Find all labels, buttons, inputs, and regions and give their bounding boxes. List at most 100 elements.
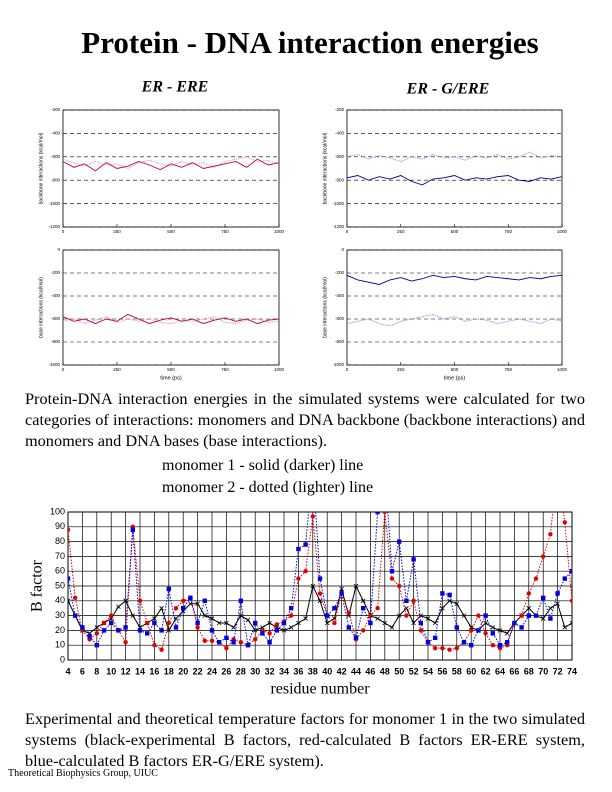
y-tick-label: 30: [55, 610, 65, 620]
data-point: [130, 613, 136, 618]
data-point: [540, 616, 546, 621]
data-point: [447, 647, 452, 652]
y-tick-label: -600: [51, 316, 61, 321]
x-tick-label: 750: [221, 367, 229, 372]
data-point: [483, 631, 488, 636]
y-tick-label: 90: [55, 521, 65, 531]
data-point: [490, 643, 495, 648]
data-point: [569, 598, 572, 603]
data-point: [332, 606, 337, 611]
y-tick-label: -600: [335, 316, 345, 321]
data-point: [541, 595, 546, 601]
data-point: [130, 527, 135, 532]
data-point: [548, 532, 553, 537]
y-tick-label: -1000: [48, 362, 60, 367]
data-point: [396, 613, 402, 618]
plot-area: [62, 313, 280, 325]
data-point: [555, 591, 560, 596]
x-tick-label: 250: [397, 367, 405, 372]
data-point: [375, 616, 380, 621]
data-point: [497, 643, 503, 648]
caption: Experimental and theoretical temperature…: [25, 709, 585, 770]
data-point: [267, 620, 272, 626]
x-tick-label: 1000: [274, 229, 285, 234]
data-point: [152, 616, 157, 621]
x-tick-label: 0: [62, 229, 65, 234]
plot-area: [346, 274, 563, 327]
y-axis-label: backbone interactions (kcal/mol): [322, 132, 328, 204]
data-point: [216, 620, 222, 626]
data-point: [569, 620, 572, 626]
data-point: [202, 613, 208, 618]
y-tick-label: -600: [51, 154, 61, 159]
data-point: [483, 613, 488, 618]
data-point: [404, 613, 409, 618]
data-point: [519, 625, 524, 630]
x-axis-label: time (ps): [444, 375, 466, 381]
data-point: [555, 465, 559, 469]
y-axis-label: B factor: [29, 559, 46, 612]
column-heading: ER - G/ERE: [406, 81, 490, 98]
data-point: [368, 620, 373, 626]
data-point: [382, 620, 388, 626]
x-tick-label: 32: [265, 666, 275, 676]
series-line: [346, 313, 563, 327]
data-point: [195, 625, 200, 630]
data-point: [411, 620, 416, 626]
x-tick-label: 52: [409, 666, 419, 676]
x-tick-label: 28: [236, 666, 246, 676]
data-point: [397, 583, 402, 589]
data-point: [361, 606, 366, 611]
data-point: [303, 616, 308, 621]
x-tick-label: 10: [106, 666, 116, 676]
data-point: [418, 620, 423, 626]
data-point: [181, 606, 186, 611]
x-axis-label: residue number: [270, 681, 370, 698]
data-point: [303, 569, 308, 574]
x-tick-label: 250: [113, 229, 121, 234]
y-tick-label: -400: [51, 131, 61, 136]
y-tick-label: -1200: [48, 224, 60, 229]
data-point: [375, 512, 380, 515]
data-point: [476, 628, 481, 633]
x-tick-label: 56: [437, 666, 447, 676]
y-tick-label: 20: [55, 625, 65, 635]
data-point: [454, 601, 460, 607]
data-point: [173, 625, 179, 630]
plot-area: [62, 156, 280, 172]
data-point: [209, 628, 215, 633]
x-tick-label: 1000: [557, 229, 568, 234]
x-tick-label: 18: [164, 666, 174, 676]
data-point: [361, 628, 366, 633]
x-tick-label: 48: [380, 666, 390, 676]
data-point: [274, 622, 279, 627]
y-axis-label: base interactions (kcal/mol): [322, 277, 328, 338]
x-tick-label: 750: [504, 229, 512, 234]
data-point: [289, 613, 294, 618]
x-tick-label: 66: [509, 666, 519, 676]
series-line: [62, 156, 280, 169]
y-tick-label: -400: [335, 293, 345, 298]
data-point: [440, 591, 445, 596]
y-tick-label: -800: [51, 177, 61, 182]
y-tick-label: -1000: [48, 201, 60, 206]
plot-frame: [62, 109, 280, 228]
x-tick-label: 38: [308, 666, 318, 676]
plot-area: [346, 151, 563, 186]
data-point: [461, 613, 467, 618]
y-tick-label: 0: [60, 654, 65, 664]
y-tick-label: -200: [335, 270, 345, 275]
data-point: [425, 640, 431, 645]
data-point: [109, 613, 114, 618]
x-tick-label: 46: [365, 666, 375, 676]
data-point: [368, 613, 373, 618]
data-point: [116, 604, 121, 610]
data-point: [159, 628, 164, 633]
y-tick-label: -800: [335, 339, 345, 344]
note: monomer 2 - dotted (lighter) line: [162, 479, 374, 496]
x-tick-label: 68: [524, 666, 534, 676]
data-point: [303, 542, 308, 547]
data-point: [562, 576, 567, 581]
x-tick-label: 44: [351, 666, 361, 676]
data-point: [68, 576, 71, 581]
